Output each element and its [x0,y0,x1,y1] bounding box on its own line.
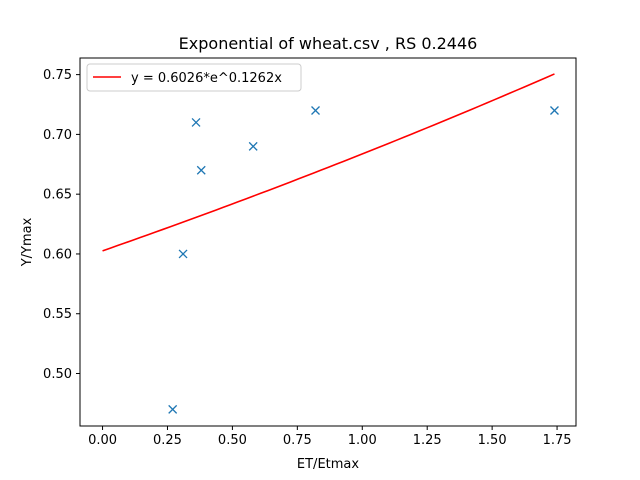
data-point-stroke [168,404,178,414]
y-tick-label: 0.75 [43,68,72,83]
axes-frame [79,57,577,427]
legend-box [86,63,302,92]
data-point-stroke [191,117,201,127]
data-point-stroke [311,106,320,115]
y-tick-label: 0.55 [43,307,72,322]
x-tick-label: 1.50 [478,433,507,448]
x-tick-label: 0.75 [283,433,312,448]
x-axis-label: ET/Etmax [297,457,359,472]
data-point [248,141,258,151]
y-tick-label: 0.70 [43,128,72,143]
data-point-stroke [550,106,559,115]
y-axis-label: Y/Ymax [20,217,35,267]
legend: y = 0.6026*e^0.1262x [86,63,302,92]
fit-line [102,73,555,252]
data-point [311,106,320,115]
data-point [550,106,559,115]
y-tick-label: 0.65 [43,188,72,203]
data-point-stroke [178,249,188,259]
x-tick-label: 1.00 [348,433,377,448]
plot-area [102,73,559,414]
data-point [191,117,201,127]
x-tick-label: 0.50 [218,433,247,448]
x-tick-label: 1.25 [413,433,442,448]
data-point-stroke [248,141,258,151]
x-tick-label: 0.00 [88,433,117,448]
data-point [168,404,178,414]
axes: 0.00 0.25 0.50 0.75 1.00 1.25 1.50 1.75 0.50 0.55… [43,57,577,448]
y-tick-label: 0.60 [43,247,72,262]
data-point [196,165,206,175]
data-point-stroke [196,165,206,175]
legend-label: y = 0.6026*e^0.1262x [131,71,282,86]
x-tick-label: 0.25 [153,433,182,448]
chart-title: Exponential of wheat.csv , RS 0.2446 [179,34,478,53]
x-tick-label: 1.75 [543,433,572,448]
data-point [178,249,188,259]
y-tick-label: 0.50 [43,367,72,382]
